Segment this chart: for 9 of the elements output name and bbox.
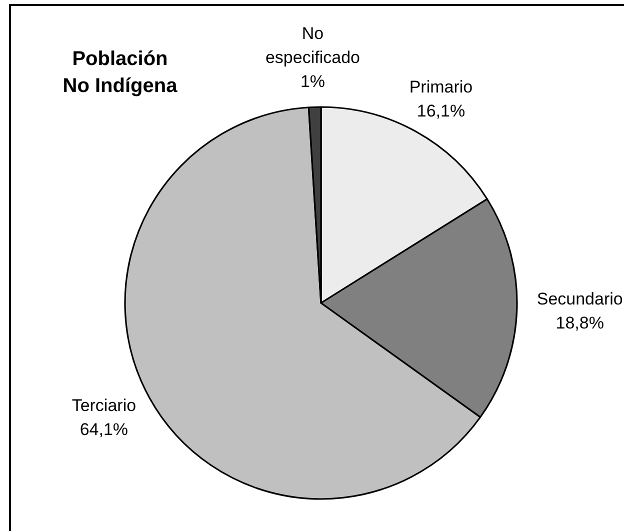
slice-label: No especificado <box>265 24 360 68</box>
data-label: 18,8% <box>556 314 604 333</box>
slice-label: Terciario <box>72 396 136 415</box>
text: Población No Indígena <box>62 48 178 97</box>
slice-label: Secundario <box>536 290 623 309</box>
data-label: 64,1% <box>80 420 128 439</box>
slice-label: Primario <box>409 77 473 96</box>
data-label: 1% <box>300 72 326 92</box>
data-label: 16,1% <box>416 101 466 120</box>
